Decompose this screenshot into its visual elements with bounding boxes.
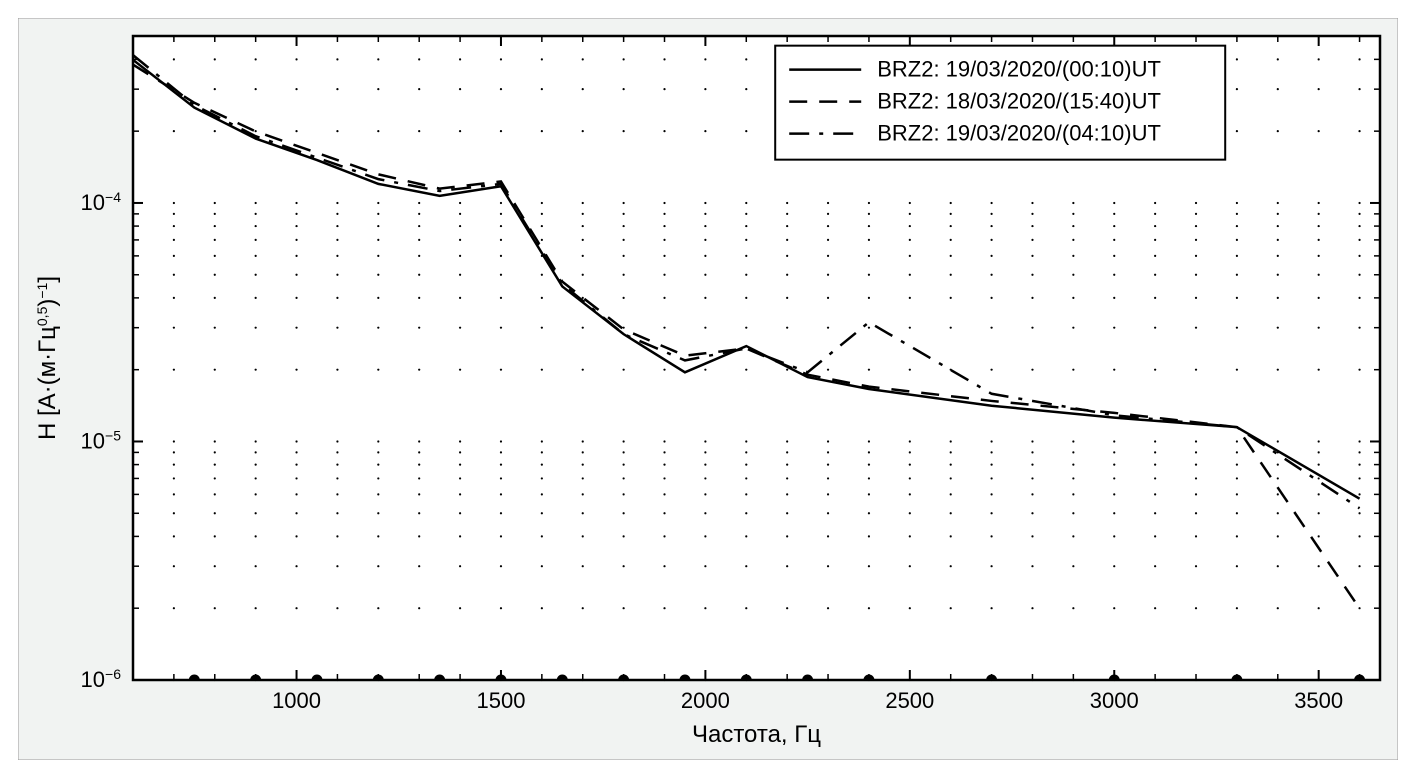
- legend-label: BRZ2: 18/03/2020/(15:40)UT: [877, 89, 1161, 114]
- legend-label: BRZ2: 19/03/2020/(00:10)UT: [877, 57, 1161, 82]
- legend: BRZ2: 19/03/2020/(00:10)UT BRZ2: 18/03/20…: [775, 46, 1225, 160]
- x-tick-label: 2000: [681, 688, 730, 713]
- x-axis-label: Частота, Гц: [692, 721, 821, 748]
- outer-frame: 10001500200025003000350010−610−510−4Част…: [0, 0, 1416, 778]
- chart-container: 10001500200025003000350010−610−510−4Част…: [18, 18, 1398, 760]
- x-tick-label: 1000: [272, 688, 321, 713]
- x-tick-label: 3000: [1090, 688, 1139, 713]
- x-tick-label: 2500: [885, 688, 934, 713]
- x-tick-label: 1500: [476, 688, 525, 713]
- x-tick-label: 3500: [1294, 688, 1343, 713]
- legend-label: BRZ2: 19/03/2020/(04:10)UT: [877, 121, 1161, 146]
- y-axis-label: H [А·(м·Гц0,5)−1]: [34, 276, 61, 440]
- chart-svg: 10001500200025003000350010−610−510−4Част…: [18, 18, 1398, 760]
